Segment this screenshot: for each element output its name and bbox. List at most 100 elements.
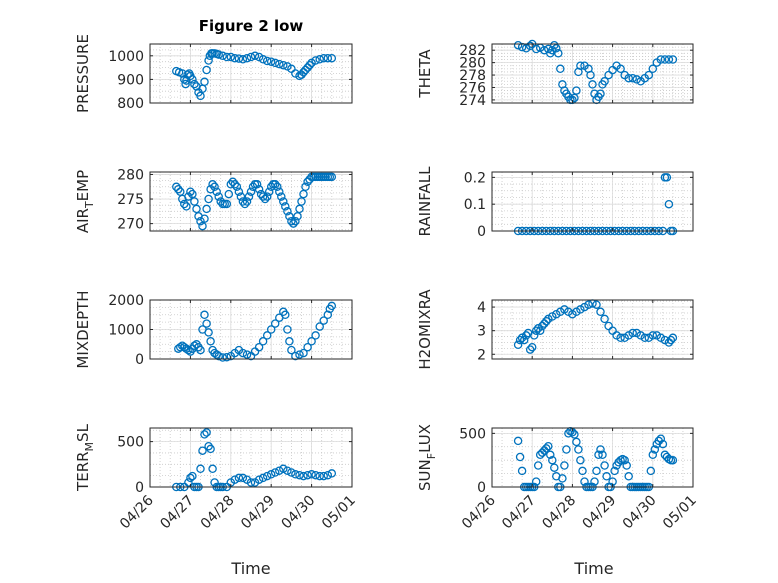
- data-point: [315, 55, 324, 64]
- data-point: [218, 353, 227, 362]
- x-tick-label: 04/26: [459, 492, 499, 532]
- x-tick-label: 04/26: [117, 492, 157, 532]
- y-tick-label: 1000: [108, 49, 144, 65]
- data-point: [212, 187, 221, 196]
- subplot-terr-msl: 0 500 TERRMSL 04/26 04/27 04/28 04/29 04/30 05/0…: [74, 423, 359, 532]
- data-point: [664, 199, 674, 209]
- data-point: [311, 470, 320, 480]
- data-point: [262, 56, 272, 66]
- data-point: [592, 466, 601, 476]
- y-tick-label: 4: [477, 300, 486, 316]
- data-point: [644, 70, 654, 80]
- data-point: [208, 180, 217, 189]
- x-tick-label: 04/29: [238, 493, 278, 533]
- data-point: [648, 64, 658, 74]
- data-series: [513, 39, 678, 105]
- data-point: [576, 455, 585, 465]
- data-point: [323, 310, 333, 320]
- data-point: [650, 445, 660, 454]
- data-point: [186, 473, 195, 483]
- data-point: [596, 307, 605, 317]
- data-point: [572, 437, 581, 447]
- data-point: [230, 475, 240, 484]
- data-point: [327, 469, 337, 478]
- data-point: [558, 474, 567, 483]
- data-point: [303, 470, 312, 480]
- x-tick-label: 05/01: [319, 493, 359, 533]
- data-point: [628, 73, 637, 83]
- data-point: [238, 55, 248, 64]
- data-point: [299, 348, 308, 358]
- data-point: [279, 197, 288, 206]
- data-point: [258, 337, 268, 346]
- y-tick-label: 276: [459, 80, 486, 96]
- data-point: [529, 331, 539, 340]
- data-point: [206, 337, 215, 346]
- data-point: [668, 55, 678, 64]
- data-point: [517, 466, 527, 476]
- data-point: [184, 478, 193, 487]
- data-point: [234, 473, 244, 483]
- data-point: [262, 471, 272, 481]
- data-point: [535, 326, 545, 335]
- data-point: [574, 445, 583, 454]
- x-tick-label: 04/28: [198, 493, 238, 533]
- data-point: [293, 212, 302, 221]
- data-point: [258, 55, 268, 64]
- data-point: [305, 60, 314, 70]
- y-axis-label: AIRTEMP: [74, 170, 96, 233]
- data-point: [234, 187, 244, 196]
- data-point: [200, 310, 209, 320]
- tick-marks: [491, 300, 694, 359]
- data-point: [206, 444, 215, 454]
- data-point: [279, 60, 288, 70]
- data-point: [327, 172, 337, 182]
- data-point: [295, 470, 304, 480]
- data-series: [172, 172, 337, 231]
- major-grid: [491, 300, 694, 359]
- data-point: [307, 470, 316, 479]
- data-point: [232, 182, 242, 192]
- data-point: [648, 450, 658, 460]
- tick-marks: [149, 428, 353, 488]
- data-point: [588, 80, 597, 89]
- x-tick-label: 04/27: [157, 493, 197, 533]
- data-point: [242, 197, 252, 206]
- data-point: [214, 192, 223, 201]
- y-tick-label: 280: [117, 167, 144, 183]
- data-point: [200, 430, 209, 439]
- data-point: [327, 53, 337, 63]
- subplot-rainfall: 0 0.1 0.2 RAINFALL: [416, 166, 694, 240]
- y-axis-label: H2OMIXRA: [416, 289, 434, 370]
- y-tick-label: 0: [477, 480, 486, 496]
- y-axis-label: SUNFLUX: [416, 424, 438, 491]
- data-point: [517, 333, 527, 343]
- data-point: [281, 310, 290, 320]
- axes-box: [491, 43, 694, 104]
- data-point: [188, 471, 197, 481]
- tick-marks: [149, 44, 353, 104]
- data-point: [297, 197, 306, 206]
- data-point: [244, 192, 254, 201]
- data-point: [624, 73, 633, 83]
- data-point: [592, 300, 601, 309]
- data-point: [315, 471, 324, 481]
- data-point: [254, 342, 264, 352]
- data-point: [196, 345, 205, 355]
- data-point: [552, 44, 561, 53]
- x-tick-label: 04/30: [279, 493, 319, 533]
- subplot-mixdepth: 0 1000 2000 MIXDEPTH: [74, 290, 353, 369]
- data-point: [610, 466, 619, 476]
- data-point: [521, 331, 531, 340]
- data-point: [632, 75, 641, 84]
- data-point: [578, 466, 587, 476]
- data-point: [204, 328, 213, 337]
- data-point: [301, 65, 310, 75]
- axes-box: [149, 171, 353, 232]
- y-tick-label: 3: [477, 324, 486, 340]
- tick-marks: [149, 172, 353, 231]
- data-point: [287, 216, 296, 226]
- data-point: [533, 324, 543, 333]
- data-point: [270, 319, 280, 328]
- data-point: [230, 180, 240, 189]
